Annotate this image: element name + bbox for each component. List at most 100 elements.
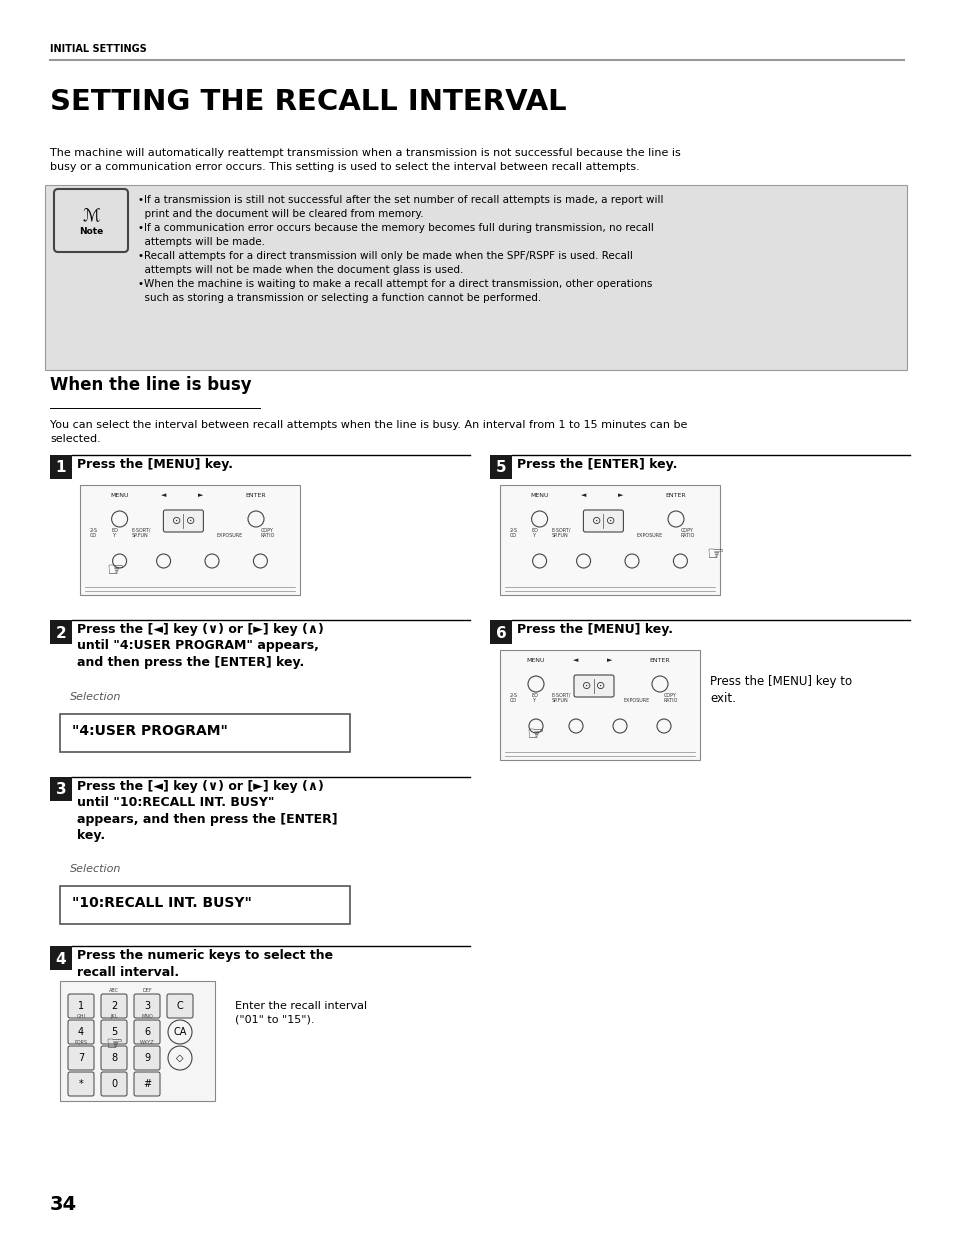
Text: ►: ►: [198, 492, 204, 498]
Text: ⊙: ⊙: [605, 516, 615, 526]
FancyBboxPatch shape: [101, 1046, 127, 1070]
Text: ENTER: ENTER: [665, 493, 685, 498]
FancyBboxPatch shape: [574, 676, 614, 697]
Text: ED
Y: ED Y: [532, 527, 538, 538]
Text: ABC: ABC: [109, 988, 119, 993]
Text: 0: 0: [111, 1079, 117, 1089]
Text: Press the [◄] key (∨) or [►] key (∧)
until "4:USER PROGRAM" appears,
and then pr: Press the [◄] key (∨) or [►] key (∧) unt…: [77, 622, 323, 669]
Bar: [60, 885, 350, 924]
Text: Selection: Selection: [70, 864, 121, 874]
Text: The machine will automatically reattempt transmission when a transmission is not: The machine will automatically reattempt…: [50, 148, 680, 172]
Text: 8: 8: [111, 1053, 117, 1063]
FancyBboxPatch shape: [167, 994, 193, 1018]
Text: 6: 6: [496, 625, 506, 641]
Text: ED
Y: ED Y: [532, 693, 538, 703]
Text: You can select the interval between recall attempts when the line is busy. An in: You can select the interval between reca…: [50, 420, 687, 445]
FancyBboxPatch shape: [133, 1072, 160, 1095]
Text: ℳ: ℳ: [82, 206, 100, 224]
Text: ⊙: ⊙: [172, 516, 181, 526]
Text: E-SORT/
SP.FUN: E-SORT/ SP.FUN: [552, 527, 571, 538]
Text: 1: 1: [78, 1002, 84, 1011]
Text: 6: 6: [144, 1028, 150, 1037]
Text: COPY
RATIO: COPY RATIO: [663, 693, 678, 703]
Bar: [50, 454, 71, 479]
Text: MENU: MENU: [526, 658, 545, 663]
Text: *: *: [78, 1079, 83, 1089]
Text: INITIAL SETTINGS: INITIAL SETTINGS: [50, 44, 147, 54]
FancyBboxPatch shape: [68, 994, 94, 1018]
Text: Press the [ENTER] key.: Press the [ENTER] key.: [517, 458, 677, 471]
Text: GHI: GHI: [76, 1014, 86, 1019]
Text: 2-S
CO: 2-S CO: [510, 527, 517, 538]
Text: E-SORT/
SP.FUN: E-SORT/ SP.FUN: [552, 693, 571, 703]
Text: ⊙: ⊙: [596, 680, 605, 692]
Bar: [50, 946, 71, 969]
Text: "10:RECALL INT. BUSY": "10:RECALL INT. BUSY": [71, 897, 252, 910]
FancyBboxPatch shape: [101, 1072, 127, 1095]
Text: ☞: ☞: [106, 561, 124, 579]
Bar: [490, 620, 512, 643]
Text: 4: 4: [78, 1028, 84, 1037]
Text: 34: 34: [50, 1195, 77, 1214]
Text: C: C: [176, 1002, 183, 1011]
Text: Press the [◄] key (∨) or [►] key (∧)
until "10:RECALL INT. BUSY"
appears, and th: Press the [◄] key (∨) or [►] key (∧) unt…: [77, 781, 337, 842]
Bar: [490, 454, 512, 479]
Text: MENU: MENU: [111, 493, 129, 498]
FancyBboxPatch shape: [163, 510, 203, 532]
Text: COPY
RATIO: COPY RATIO: [679, 527, 694, 538]
Text: Press the [MENU] key.: Press the [MENU] key.: [77, 458, 233, 471]
Text: COPY
RATIO: COPY RATIO: [260, 527, 274, 538]
Text: 1: 1: [55, 461, 66, 475]
Text: ☞: ☞: [526, 725, 543, 745]
Text: 5: 5: [111, 1028, 117, 1037]
Text: ⊙: ⊙: [581, 680, 591, 692]
Text: ►: ►: [618, 492, 623, 498]
Text: 4: 4: [55, 951, 67, 967]
FancyBboxPatch shape: [583, 510, 622, 532]
Text: MENU: MENU: [530, 493, 548, 498]
Text: ☞: ☞: [105, 1035, 123, 1053]
Bar: [499, 650, 700, 760]
Text: PQRS: PQRS: [74, 1040, 88, 1045]
Bar: [45, 185, 906, 370]
Bar: [60, 714, 350, 752]
Text: 9: 9: [144, 1053, 150, 1063]
FancyBboxPatch shape: [101, 1020, 127, 1044]
Text: 3: 3: [55, 783, 67, 798]
Bar: [50, 777, 71, 802]
Text: 5: 5: [496, 461, 506, 475]
FancyBboxPatch shape: [133, 994, 160, 1018]
Text: CA: CA: [173, 1028, 187, 1037]
Text: E-SORT/
SP.FUN: E-SORT/ SP.FUN: [132, 527, 152, 538]
FancyBboxPatch shape: [68, 1046, 94, 1070]
Bar: [499, 485, 720, 595]
Text: JKL: JKL: [111, 1014, 117, 1019]
FancyBboxPatch shape: [133, 1046, 160, 1070]
Text: ENTER: ENTER: [649, 658, 670, 663]
Text: ◇: ◇: [176, 1053, 184, 1063]
Text: Press the [MENU] key.: Press the [MENU] key.: [517, 622, 672, 636]
Text: EXPOSURE: EXPOSURE: [216, 534, 242, 538]
FancyBboxPatch shape: [68, 1072, 94, 1095]
Text: 3: 3: [144, 1002, 150, 1011]
Bar: [50, 620, 71, 643]
Text: ⊙: ⊙: [591, 516, 600, 526]
Text: ◄: ◄: [580, 492, 586, 498]
Text: 2: 2: [111, 1002, 117, 1011]
Text: WXYZ: WXYZ: [139, 1040, 154, 1045]
Text: #: #: [143, 1079, 151, 1089]
Text: EXPOSURE: EXPOSURE: [623, 698, 650, 703]
Text: EXPOSURE: EXPOSURE: [636, 534, 662, 538]
Bar: [80, 485, 299, 595]
Text: ED
Y: ED Y: [112, 527, 119, 538]
Text: DEF: DEF: [142, 988, 152, 993]
Text: ⊙: ⊙: [186, 516, 194, 526]
FancyBboxPatch shape: [54, 189, 128, 252]
Text: Press the [MENU] key to
exit.: Press the [MENU] key to exit.: [709, 676, 851, 705]
Text: ☞: ☞: [705, 546, 723, 564]
FancyBboxPatch shape: [68, 1020, 94, 1044]
Text: Enter the recall interval
("01" to "15").: Enter the recall interval ("01" to "15")…: [234, 1002, 367, 1024]
Text: "4:USER PROGRAM": "4:USER PROGRAM": [71, 724, 228, 739]
Text: ◄: ◄: [161, 492, 166, 498]
Text: •If a transmission is still not successful after the set number of recall attemp: •If a transmission is still not successf…: [138, 195, 662, 303]
